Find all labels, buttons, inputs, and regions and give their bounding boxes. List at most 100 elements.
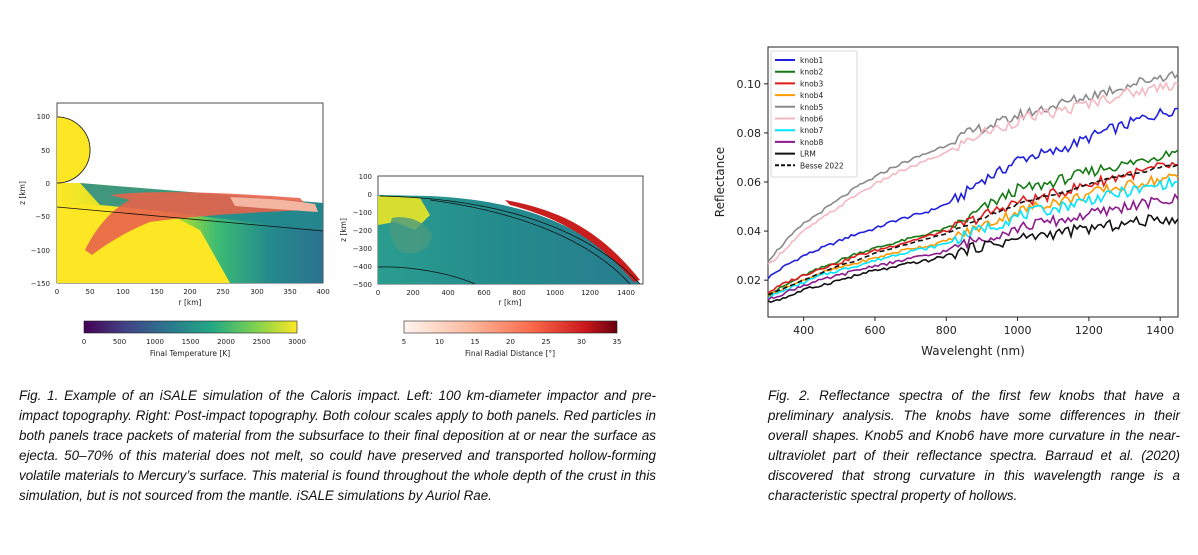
left-xtick: 150 bbox=[150, 288, 163, 296]
right-x-ticks: 0 200 400 600 800 1000 1200 1400 bbox=[376, 289, 635, 297]
y-tick-label: 0.10 bbox=[737, 78, 762, 91]
x-axis-label: Wavelenght (nm) bbox=[921, 344, 1025, 358]
right-xtick: 0 bbox=[376, 289, 380, 297]
x-tick-label: 1400 bbox=[1146, 324, 1174, 337]
x-axis-ticks: 400 600 800 1000 1200 1400 bbox=[793, 317, 1174, 337]
legend-label: knob3 bbox=[800, 79, 823, 88]
temperature-tick: 3000 bbox=[288, 338, 306, 346]
left-simulation-panel: 100 50 0 −50 −100 −150 0 50 100 150 200 … bbox=[18, 102, 330, 307]
left-xtick: 250 bbox=[216, 288, 229, 296]
series-line-knob4 bbox=[767, 173, 1179, 297]
left-xtick: 100 bbox=[116, 288, 129, 296]
distance-tick: 25 bbox=[542, 338, 551, 346]
x-tick-label: 1200 bbox=[1075, 324, 1103, 337]
distance-colorbar: 5 10 15 20 25 30 35 Final Radial Distanc… bbox=[402, 320, 621, 358]
series-line-knob8 bbox=[767, 192, 1179, 301]
distance-colorbar-label: Final Radial Distance [°] bbox=[465, 349, 555, 358]
reflectance-chart: 0.02 0.04 0.06 0.08 0.10 400 600 800 1000 1200 14… bbox=[713, 46, 1179, 358]
distance-tick: 10 bbox=[435, 338, 444, 346]
left-layer-boundary bbox=[57, 206, 323, 232]
legend-label: knob7 bbox=[800, 126, 823, 135]
right-xtick: 1000 bbox=[546, 289, 564, 297]
x-tick-label: 1000 bbox=[1004, 324, 1032, 337]
left-ytick: 50 bbox=[41, 147, 50, 155]
right-ytick: 0 bbox=[368, 191, 372, 199]
y-tick-label: 0.06 bbox=[737, 176, 762, 189]
legend: knob1 knob2 knob3 knob4 knob5 knob6 knob7 knob8… bbox=[770, 50, 858, 178]
y-tick-label: 0.02 bbox=[737, 274, 762, 287]
right-ytick: −500 bbox=[353, 281, 372, 289]
impactor-circle-right bbox=[57, 116, 91, 184]
legend-label: Besse 2022 bbox=[800, 161, 844, 170]
right-ytick: −100 bbox=[353, 209, 372, 217]
right-ytick: −300 bbox=[353, 245, 372, 253]
temperature-tick: 1000 bbox=[146, 338, 164, 346]
legend-label: knob5 bbox=[800, 103, 823, 112]
temperature-tick: 0 bbox=[82, 338, 86, 346]
series-line-knob3 bbox=[767, 161, 1179, 294]
left-hot-zone bbox=[57, 205, 230, 283]
right-simulation-panel: 100 0 −100 −200 −300 −400 −500 0 200 400… bbox=[339, 173, 644, 307]
series-line-knob2 bbox=[767, 149, 1179, 297]
legend-label: knob8 bbox=[800, 138, 823, 147]
right-y-ticks: 100 0 −100 −200 −300 −400 −500 bbox=[353, 173, 372, 289]
distance-colorbar-gradient bbox=[403, 320, 618, 334]
series-line-knob1 bbox=[767, 107, 1179, 280]
right-outer-boundary bbox=[379, 195, 641, 284]
temperature-colorbar-gradient bbox=[83, 320, 298, 334]
y-axis-label: Reflectance bbox=[713, 147, 727, 217]
x-tick-label: 800 bbox=[936, 324, 957, 337]
left-xtick: 350 bbox=[283, 288, 296, 296]
right-xtick: 400 bbox=[441, 289, 454, 297]
left-xtick: 50 bbox=[86, 288, 95, 296]
legend-label: knob6 bbox=[800, 115, 823, 124]
left-xtick: 400 bbox=[316, 288, 329, 296]
right-temperature-field bbox=[378, 195, 640, 284]
distance-tick: 15 bbox=[471, 338, 480, 346]
legend-label: knob4 bbox=[800, 91, 823, 100]
left-y-axis-label: z [km] bbox=[18, 181, 27, 205]
left-xtick: 200 bbox=[183, 288, 196, 296]
y-tick-label: 0.04 bbox=[737, 225, 762, 238]
right-ytick: −200 bbox=[353, 227, 372, 235]
figure-1: 100 50 0 −50 −100 −150 0 50 100 150 200 … bbox=[18, 102, 644, 358]
distance-tick: 20 bbox=[506, 338, 515, 346]
left-y-ticks: 100 50 0 −50 −100 −150 bbox=[31, 113, 50, 288]
legend-label: knob1 bbox=[800, 56, 823, 65]
temperature-tick: 2500 bbox=[253, 338, 271, 346]
right-xtick: 200 bbox=[406, 289, 419, 297]
right-ytick: 100 bbox=[359, 173, 372, 181]
y-tick-label: 0.08 bbox=[737, 127, 762, 140]
series-line-knob7 bbox=[767, 175, 1179, 300]
x-tick-label: 400 bbox=[793, 324, 814, 337]
right-xtick: 600 bbox=[477, 289, 490, 297]
series-lines bbox=[767, 70, 1179, 303]
left-x-axis-label: r [km] bbox=[179, 298, 202, 307]
y-axis-ticks: 0.02 0.04 0.06 0.08 0.10 bbox=[737, 78, 768, 287]
x-tick-label: 600 bbox=[864, 324, 885, 337]
left-ytick: −100 bbox=[31, 247, 50, 255]
temperature-colorbar: 0 500 1000 1500 2000 2500 3000 Final Tem… bbox=[82, 320, 306, 358]
right-crater-interior bbox=[390, 217, 432, 254]
temperature-tick: 1500 bbox=[182, 338, 200, 346]
left-ytick: −150 bbox=[31, 280, 50, 288]
left-x-ticks: 0 50 100 150 200 250 300 350 400 bbox=[55, 288, 330, 296]
figure-1-caption: Fig. 1. Example of an iSALE simulation o… bbox=[19, 388, 656, 503]
left-ytick: 0 bbox=[46, 180, 50, 188]
left-ejecta-light bbox=[230, 197, 318, 212]
series-line-knob6 bbox=[767, 80, 1179, 265]
left-ytick: −50 bbox=[35, 213, 50, 221]
right-xtick: 800 bbox=[512, 289, 525, 297]
left-ejecta-particles bbox=[85, 192, 310, 255]
temperature-colorbar-label: Final Temperature [K] bbox=[150, 349, 230, 358]
distance-tick: 30 bbox=[577, 338, 586, 346]
legend-label: knob2 bbox=[800, 68, 823, 77]
right-inner-boundary bbox=[429, 199, 631, 284]
temperature-tick: 500 bbox=[113, 338, 126, 346]
temperature-tick: 2000 bbox=[217, 338, 235, 346]
series-line-besse-2022 bbox=[767, 164, 1179, 296]
figure-2-caption: Fig. 2. Reflectance spectra of the first… bbox=[768, 388, 1180, 503]
right-ytick: −400 bbox=[353, 263, 372, 271]
left-xtick: 0 bbox=[55, 288, 59, 296]
right-xtick: 1200 bbox=[581, 289, 599, 297]
